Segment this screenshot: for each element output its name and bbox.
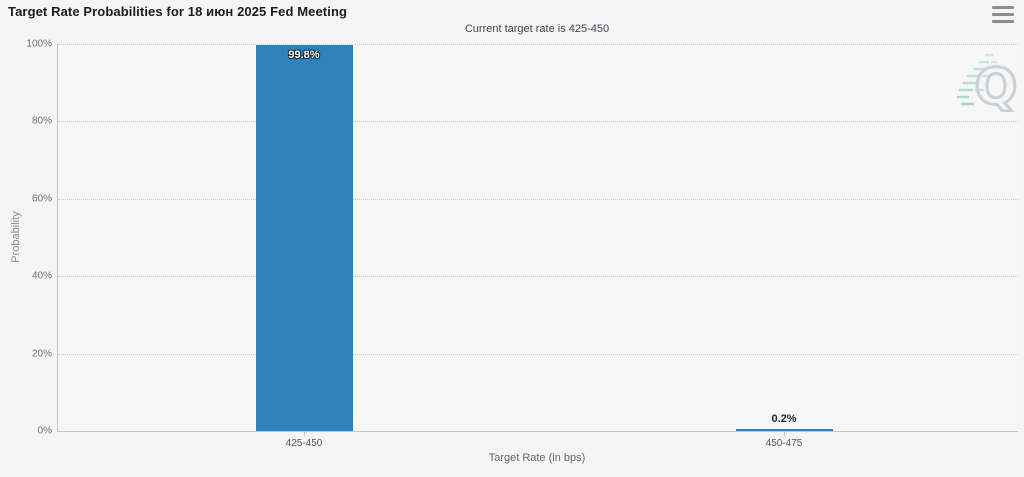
- y-tick-label: 80%: [31, 115, 52, 127]
- hamburger-menu-icon[interactable]: [992, 6, 1014, 23]
- bar-425-450[interactable]: 99.8%: [255, 45, 353, 431]
- watermark-q-letter: Q: [975, 58, 1018, 112]
- plot-area: 0% 20% 40% 60% 80% 100% 99.8% 425-450 0.2% 450-47…: [26, 39, 1018, 449]
- gridline: [58, 353, 1018, 355]
- chart-subtitle: Current target rate is 425-450: [464, 23, 610, 35]
- gridline: [58, 276, 1018, 278]
- y-tick-label: 0%: [37, 425, 52, 437]
- x-tick-mark: [784, 431, 785, 436]
- y-tick-label: 20%: [31, 348, 52, 360]
- y-tick-label: 60%: [31, 193, 52, 205]
- hamburger-bar: [992, 6, 1014, 9]
- hamburger-bar: [992, 20, 1014, 23]
- quikstrike-watermark-icon: Q: [956, 53, 1019, 112]
- y-axis-title: Probability: [10, 211, 22, 263]
- bar-value-label: 0.2%: [771, 413, 797, 425]
- x-tick-mark: [304, 431, 305, 436]
- bar-value-label: 99.8%: [288, 49, 320, 61]
- y-tick-label: 40%: [31, 270, 52, 282]
- chart-title: Target Rate Probabilities for 18 июн 202…: [8, 4, 348, 19]
- x-tick-label: 425-450: [285, 438, 323, 449]
- watermark-speed-dashes: [956, 53, 998, 106]
- x-tick-label: 450-475: [765, 438, 803, 449]
- x-axis-title: Target Rate (in bps): [488, 452, 586, 464]
- gridline: [58, 121, 1018, 123]
- bar-450-475[interactable]: [735, 429, 833, 431]
- gridline: [58, 198, 1018, 200]
- gridline: [58, 44, 1018, 45]
- y-tick-label: 100%: [26, 38, 52, 50]
- hamburger-bar: [992, 13, 1014, 16]
